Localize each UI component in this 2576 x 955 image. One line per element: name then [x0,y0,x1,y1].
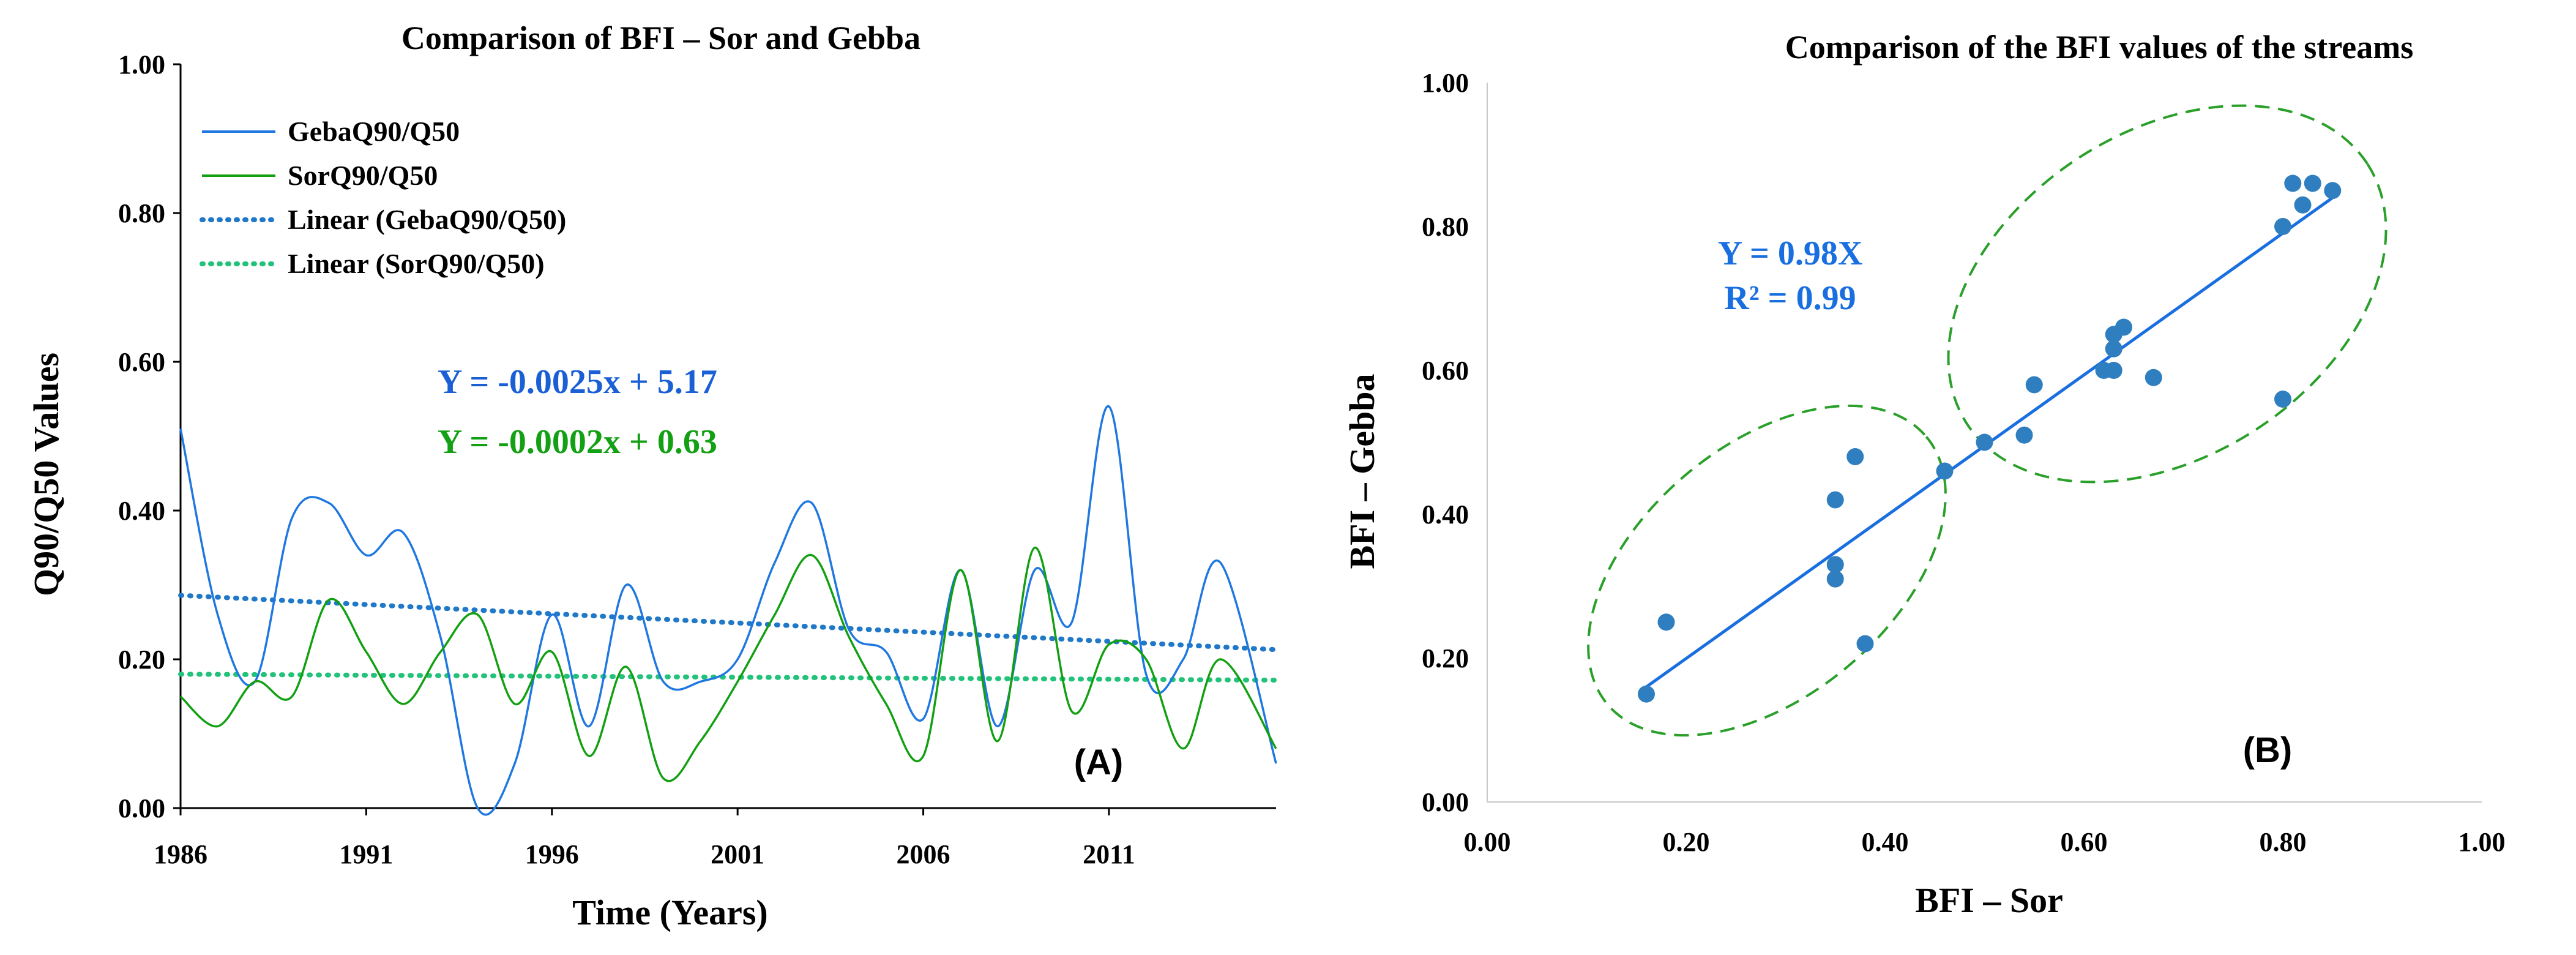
scatter-point [2324,182,2342,200]
scatter-point [2304,174,2321,192]
scatter-point [2274,391,2291,408]
scatter-point [1846,448,1864,465]
panel-a-legend: GebaQ90/Q50 SorQ90/Q50 Linear (GebaQ90/Q… [200,116,566,279]
panel-b-y-tick-label: 1.00 [1422,68,1469,98]
panel-b-y-tick-label: 0.00 [1422,787,1469,817]
panel-b-r-squared: R² = 0.99 [1724,279,1856,317]
panel-a-geba-equation: Y = -0.0025x + 5.17 [438,363,717,401]
legend-geba-trend-label: Linear (GebaQ90/Q50) [288,204,566,235]
panel-b-x-tick-label: 0.60 [2061,827,2108,857]
panel-b-y-tick-label: 0.40 [1422,500,1469,530]
panel-b-x-tick-label: 1.00 [2458,827,2506,857]
upper-cluster-ellipse [1947,104,2387,484]
scatter-point [2284,174,2302,192]
scatter-point [1826,570,1844,588]
geba-trendline [178,593,1279,653]
sor-trendline [178,672,1279,683]
panel-a-title: Comparison of BFI – Sor and Gebba [401,20,920,56]
panel-b-x-tick-label: 0.80 [2260,827,2307,857]
panel-a-sor-equation: Y = -0.0002x + 0.63 [438,423,717,461]
panel-a-x-axis-label: Time (Years) [572,893,767,932]
scatter-point [1936,462,1954,480]
panel-b-y-axis-label: BFI – Gebba [1342,373,1382,569]
panel-a-label: (A) [1074,743,1124,782]
panel-b-fit-equation: Y = 0.98X [1718,234,1863,272]
panel-b-y-tick-label: 0.20 [1422,643,1469,673]
scatter-point [2274,218,2291,235]
panel-a-y-tick-label: 0.20 [118,645,165,675]
panel-b-label: (B) [2243,730,2293,770]
panel-b-x-axis-label: BFI – Sor [1915,880,2063,920]
panel-b-y-tick-label: 0.80 [1422,212,1469,242]
panel-a-x-tick-label: 1986 [154,839,207,869]
scatter-point [2294,196,2312,214]
panel-a-y-tick-label: 0.80 [118,198,165,228]
panel-a-x-tick-label: 1991 [339,839,393,869]
panel-b-x-tick-label: 0.40 [1862,827,1909,857]
scatter-point [2145,369,2162,386]
scatter-point [1826,556,1844,574]
scatter-point [2105,340,2122,358]
scatter-point [1976,433,1993,451]
scatter-point [2015,426,2033,444]
scatter-point [2115,318,2132,336]
panel-b-title: Comparison of the BFI values of the stre… [1785,29,2413,66]
panel-a-y-tick-label: 1.00 [118,50,165,80]
scatter-point [1657,613,1675,631]
scatter-point [2025,376,2043,394]
scatter-point [1856,635,1874,653]
legend-geba-label: GebaQ90/Q50 [288,116,460,147]
panel-b-x-tick-label: 0.20 [1663,827,1710,857]
sor-series-line [179,546,1277,782]
scatter-point [2105,362,2122,379]
panel-a-x-tick-label: 1996 [525,839,579,869]
panel-a-x-tick-label: 2001 [711,839,764,869]
panel-a-y-tick-label: 0.40 [118,496,165,526]
panel-a-line-chart: Comparison of BFI – Sor and Gebba 0.00 0.… [26,20,1279,932]
panel-a-y-axis-label: Q90/Q50 Values [26,353,66,596]
panel-b-y-tick-label: 0.60 [1422,356,1469,386]
geba-series-line [179,405,1277,816]
panel-a-x-tick-label: 2011 [1083,839,1135,869]
scatter-point [1638,685,1655,703]
panel-a-x-tick-label: 2006 [897,839,950,869]
panel-b-scatter-chart: Comparison of the BFI values of the stre… [1342,29,2506,920]
panel-b-x-tick-label: 0.00 [1464,827,1511,857]
lower-cluster-ellipse [1587,404,1947,737]
legend-sor-label: SorQ90/Q50 [288,160,438,191]
legend-sor-trend-label: Linear (SorQ90/Q50) [288,248,545,279]
scatter-point [1826,491,1844,509]
panel-a-y-tick-label: 0.60 [118,347,165,377]
panel-a-y-tick-label: 0.00 [118,793,165,823]
